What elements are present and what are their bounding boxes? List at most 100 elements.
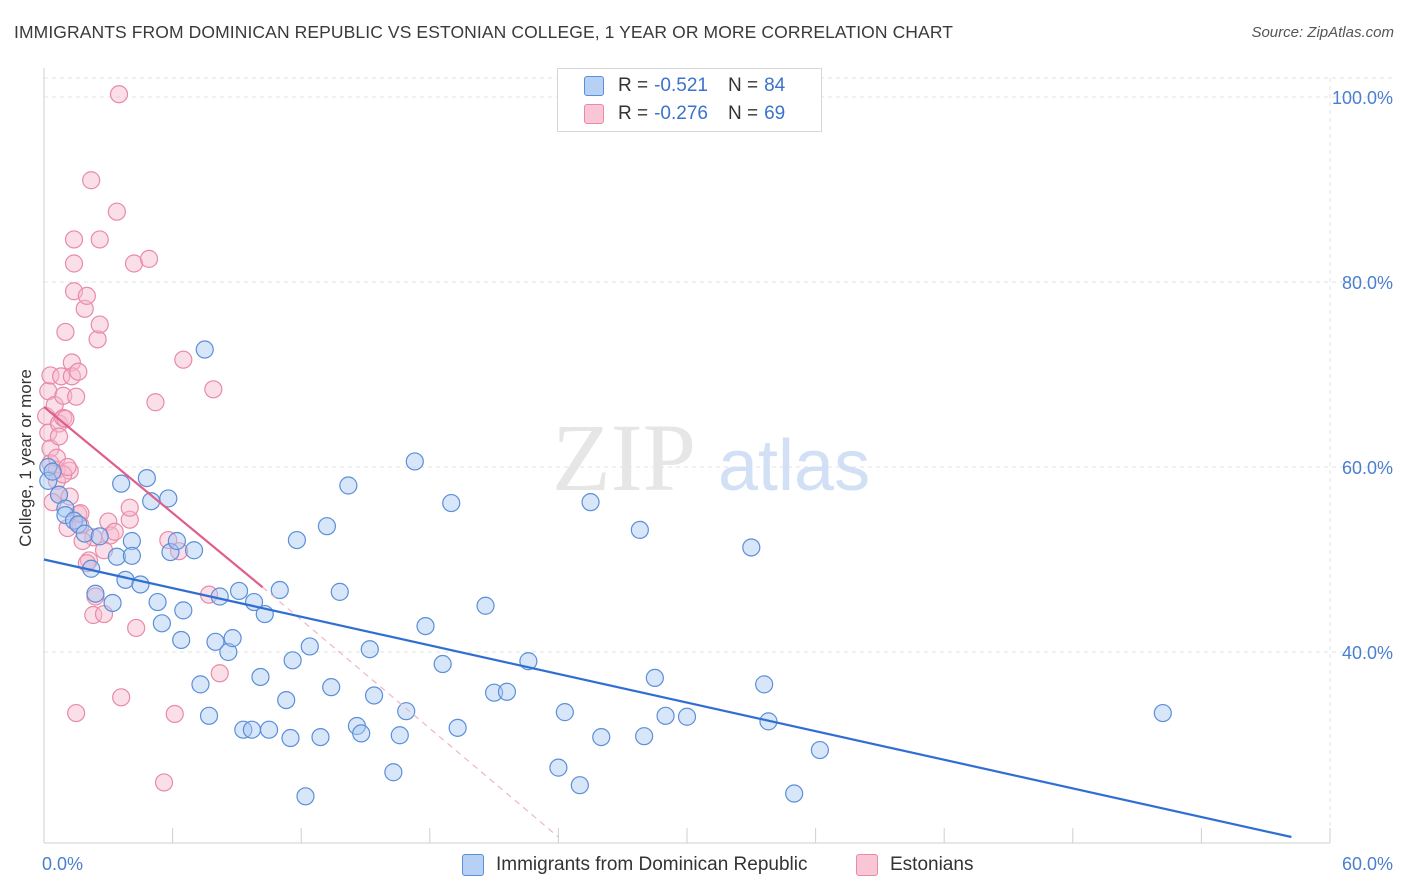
point-dominican — [281, 728, 300, 748]
dominican-points — [39, 340, 1172, 806]
legend-r-label: R = — [618, 75, 649, 96]
y-tick-label-100: 100.0% — [1332, 88, 1393, 108]
point-dominican — [317, 517, 337, 536]
point-estonians — [165, 704, 184, 724]
bottom-legend-swatch-pink — [856, 854, 878, 876]
point-dominican — [103, 593, 122, 613]
point-dominican — [384, 763, 403, 782]
point-dominican — [433, 654, 452, 674]
bottom-legend-estonians: Estonians — [856, 852, 973, 878]
watermark: ZIP atlas — [552, 404, 870, 511]
point-dominican — [75, 524, 94, 543]
x-tick-labels: 0.0% 60.0% — [42, 854, 1393, 874]
trend-line-estonians-extension — [262, 586, 559, 838]
y-tick-label-80: 80.0% — [1342, 273, 1393, 293]
legend-r-label: R = — [618, 103, 649, 124]
bottom-legend-swatch-blue — [462, 854, 484, 876]
point-dominican — [497, 682, 517, 701]
legend-swatch-blue — [584, 76, 604, 96]
point-dominican — [635, 727, 654, 746]
point-estonians — [154, 773, 174, 792]
point-dominican — [39, 471, 58, 490]
point-estonians — [210, 664, 229, 683]
point-estonians — [105, 522, 124, 541]
point-estonians — [107, 202, 126, 221]
point-dominican — [442, 493, 461, 513]
bottom-legend-label: Estonians — [890, 854, 974, 875]
point-estonians — [62, 353, 81, 372]
point-dominican — [122, 531, 141, 551]
point-estonians — [56, 322, 75, 342]
point-dominican — [184, 541, 204, 560]
watermark-zip: ZIP — [552, 404, 696, 511]
point-estonians — [139, 249, 159, 268]
point-dominican — [43, 462, 62, 481]
point-dominican — [592, 727, 611, 747]
point-dominican — [677, 707, 697, 726]
legend-n-value: 84 — [764, 75, 786, 96]
point-dominican — [360, 640, 379, 659]
point-estonians — [67, 703, 86, 723]
point-dominican — [645, 668, 664, 688]
point-dominican — [229, 581, 249, 601]
point-estonians — [90, 315, 109, 334]
point-estonians — [124, 254, 144, 273]
point-dominican — [199, 706, 219, 725]
legend-n-label: N = — [727, 103, 759, 124]
point-dominican — [630, 520, 649, 540]
point-dominican — [152, 614, 171, 633]
point-dominican — [174, 601, 193, 620]
x-tick-label-start: 0.0% — [42, 854, 83, 874]
legend-swatch-pink — [584, 104, 604, 124]
trend-line-dominican — [43, 558, 1292, 839]
point-dominican — [206, 632, 225, 651]
point-dominican — [581, 493, 600, 512]
point-estonians — [69, 362, 88, 381]
point-dominican — [322, 678, 341, 697]
point-dominican — [742, 538, 761, 557]
point-dominican — [195, 340, 214, 359]
legend-row-estonians: R = -0.276 N = 69 — [584, 101, 785, 127]
point-dominican — [251, 667, 270, 687]
legend-r-value: -0.521 — [654, 75, 708, 96]
point-estonians — [67, 387, 86, 406]
point-dominican — [296, 787, 315, 806]
point-estonians — [64, 254, 84, 273]
point-dominican — [172, 630, 191, 650]
trend-lines — [43, 406, 1292, 839]
point-dominican — [405, 452, 424, 471]
point-dominican — [161, 542, 180, 562]
y-tick-label-40: 40.0% — [1342, 643, 1393, 663]
point-dominican — [277, 690, 296, 710]
point-estonians — [52, 367, 71, 386]
bottom-legend-dominican: Immigrants from Dominican Republic — [462, 852, 808, 878]
point-estonians — [64, 230, 84, 249]
point-estonians — [82, 171, 101, 190]
point-dominican — [159, 489, 178, 508]
point-dominican — [259, 720, 279, 739]
point-dominican — [270, 580, 289, 600]
legend-n-label: N = — [727, 75, 759, 96]
x-tick-label-end: 60.0% — [1342, 854, 1393, 874]
point-estonians — [88, 330, 107, 349]
y-tick-label-60: 60.0% — [1342, 458, 1393, 478]
point-dominican — [570, 776, 589, 795]
correlation-legend: R = -0.521 N = 84 R = -0.276 N = 69 — [557, 68, 822, 132]
point-dominican — [219, 642, 238, 662]
point-dominican — [283, 651, 302, 670]
point-estonians — [109, 85, 129, 104]
point-estonians — [120, 498, 139, 517]
point-dominican — [242, 720, 262, 739]
point-estonians — [73, 531, 92, 551]
point-dominican — [352, 724, 371, 743]
point-dominican — [555, 703, 574, 722]
point-estonians — [174, 350, 193, 369]
point-dominican — [122, 546, 141, 565]
point-dominican — [397, 702, 416, 721]
point-dominican — [90, 527, 109, 546]
axes — [43, 68, 1331, 844]
point-dominican — [69, 515, 88, 534]
watermark-atlas: atlas — [718, 426, 870, 506]
point-dominican — [755, 675, 774, 694]
